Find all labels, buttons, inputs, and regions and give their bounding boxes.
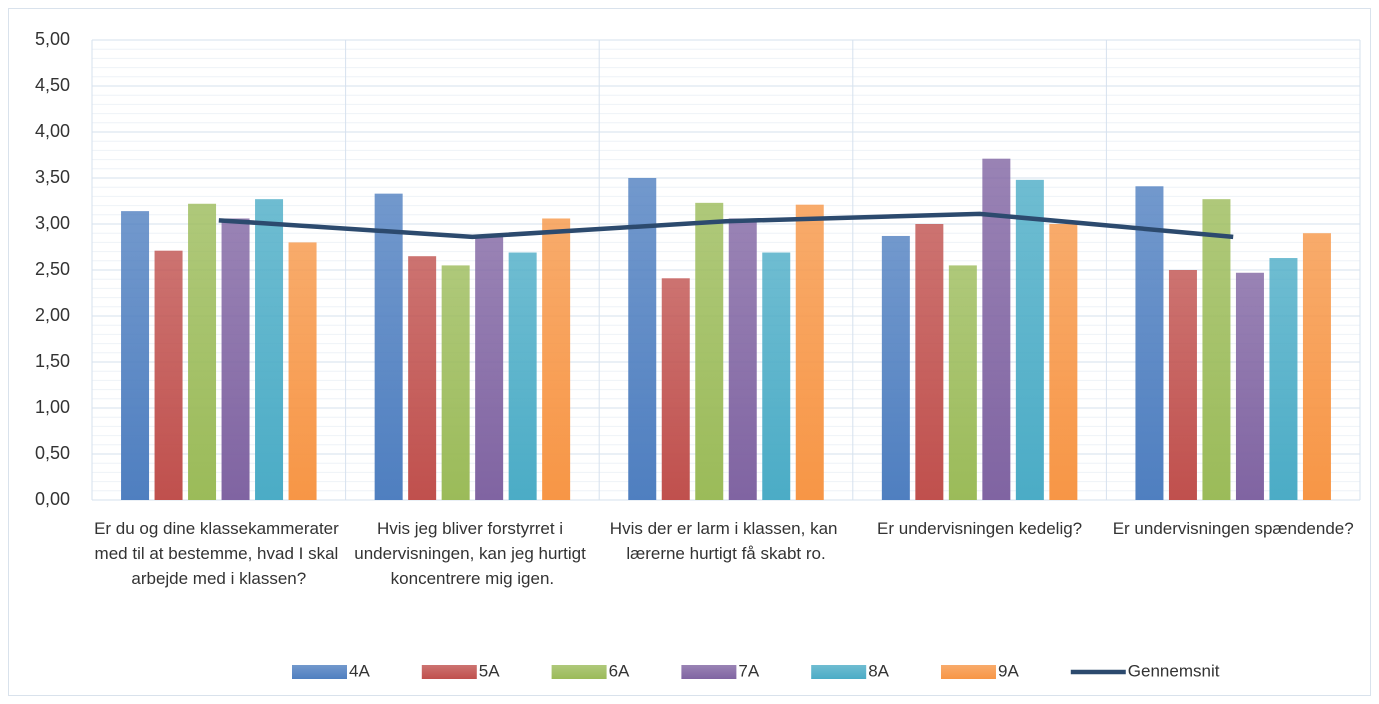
- y-tick-label: 4,50: [35, 75, 70, 95]
- y-tick-label: 0,00: [35, 489, 70, 509]
- bar: [661, 278, 690, 500]
- bar: [881, 235, 910, 500]
- bar: [948, 265, 977, 500]
- legend-label: 5A: [479, 661, 500, 680]
- bar: [628, 178, 657, 500]
- x-tick-label: Er du og dine klassekammerater med til a…: [94, 519, 343, 588]
- bar: [188, 203, 217, 500]
- bar: [255, 199, 284, 500]
- bar: [475, 235, 504, 500]
- bar: [1168, 270, 1197, 500]
- y-tick-label: 1,00: [35, 397, 70, 417]
- bar: [1302, 233, 1331, 500]
- bar: [1269, 258, 1298, 500]
- x-tick-label: Er undervisningen kedelig?: [877, 519, 1082, 538]
- legend-swatch: [551, 665, 607, 679]
- bar: [695, 202, 724, 500]
- legend-label: 9A: [998, 661, 1019, 680]
- bar: [762, 252, 791, 500]
- bar: [542, 218, 571, 501]
- bar: [1202, 199, 1231, 500]
- bar: [915, 224, 944, 500]
- legend-swatch: [292, 665, 347, 679]
- y-tick-label: 3,50: [35, 167, 70, 187]
- average-line: [218, 211, 1234, 240]
- y-tick-label: 5,00: [35, 29, 70, 49]
- bar: [288, 242, 317, 500]
- legend-swatch: [940, 665, 996, 679]
- legend-label: 8A: [868, 661, 889, 680]
- bar: [982, 158, 1011, 500]
- legend-label: 7A: [738, 661, 759, 680]
- legend-swatch: [811, 665, 867, 679]
- x-tick-label: Hvis jeg bliver forstyrret i undervisnin…: [354, 519, 590, 588]
- bar: [441, 265, 470, 500]
- y-tick-label: 2,00: [35, 305, 70, 325]
- bar: [1135, 186, 1164, 500]
- bar: [1015, 179, 1044, 500]
- legend-label: 4A: [349, 661, 370, 680]
- legend-swatch: [681, 665, 737, 679]
- bar: [508, 252, 537, 500]
- y-tick-label: 2,50: [35, 259, 70, 279]
- bar: [1235, 272, 1264, 500]
- y-tick-label: 4,00: [35, 121, 70, 141]
- y-tick-label: 1,50: [35, 351, 70, 371]
- legend-label: 6A: [609, 661, 630, 680]
- y-tick-label: 3,00: [35, 213, 70, 233]
- bar: [795, 204, 824, 500]
- legend-swatch: [421, 665, 477, 679]
- bar: [728, 218, 757, 501]
- x-tick-label: Er undervisningen spændende?: [1113, 519, 1354, 538]
- bar: [408, 256, 437, 500]
- bar: [121, 211, 150, 500]
- bar: [1049, 224, 1078, 500]
- bar: [374, 193, 403, 500]
- bar: [221, 218, 250, 501]
- bar: [154, 250, 183, 500]
- y-tick-label: 0,50: [35, 443, 70, 463]
- x-tick-label: Hvis der er larm i klassen, kan lærerne …: [610, 519, 842, 563]
- legend-label: Gennemsnit: [1128, 661, 1220, 680]
